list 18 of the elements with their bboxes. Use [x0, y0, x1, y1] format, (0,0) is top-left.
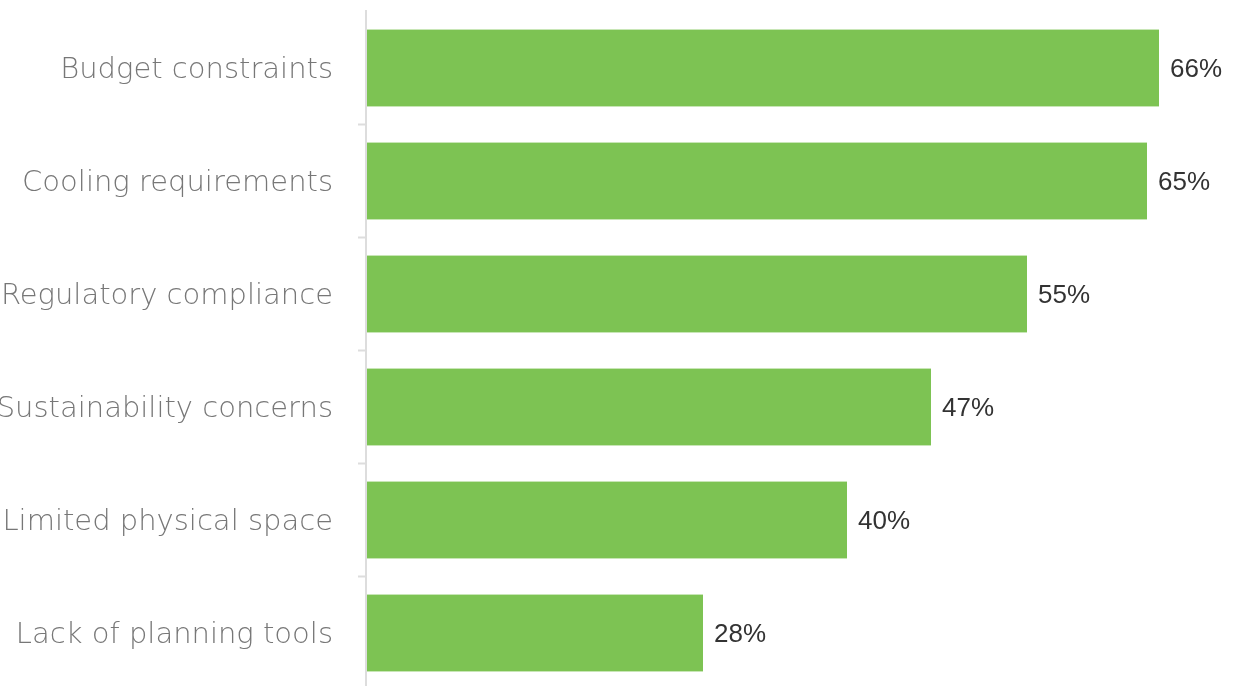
y-tick-label: Regulatory compliance — [0, 277, 333, 312]
bar — [367, 481, 847, 559]
y-tick-label: Lack of planning tools — [15, 616, 333, 651]
data-label: 40% — [858, 505, 911, 536]
bar — [367, 368, 931, 446]
data-label: 65% — [1158, 166, 1211, 197]
bar — [367, 594, 703, 672]
bar — [367, 142, 1147, 220]
y-tick-label: Budget constraints — [60, 51, 333, 86]
y-tick-label: Limited physical space — [2, 503, 333, 538]
y-tick-label: Cooling requirements — [22, 164, 333, 199]
y-tick-label: Sustainability concerns — [0, 390, 333, 425]
bar — [367, 255, 1027, 333]
data-label: 28% — [714, 618, 767, 649]
bar — [367, 29, 1159, 107]
data-label: 47% — [942, 392, 995, 423]
data-label: 66% — [1170, 53, 1223, 84]
data-label: 55% — [1038, 279, 1091, 310]
